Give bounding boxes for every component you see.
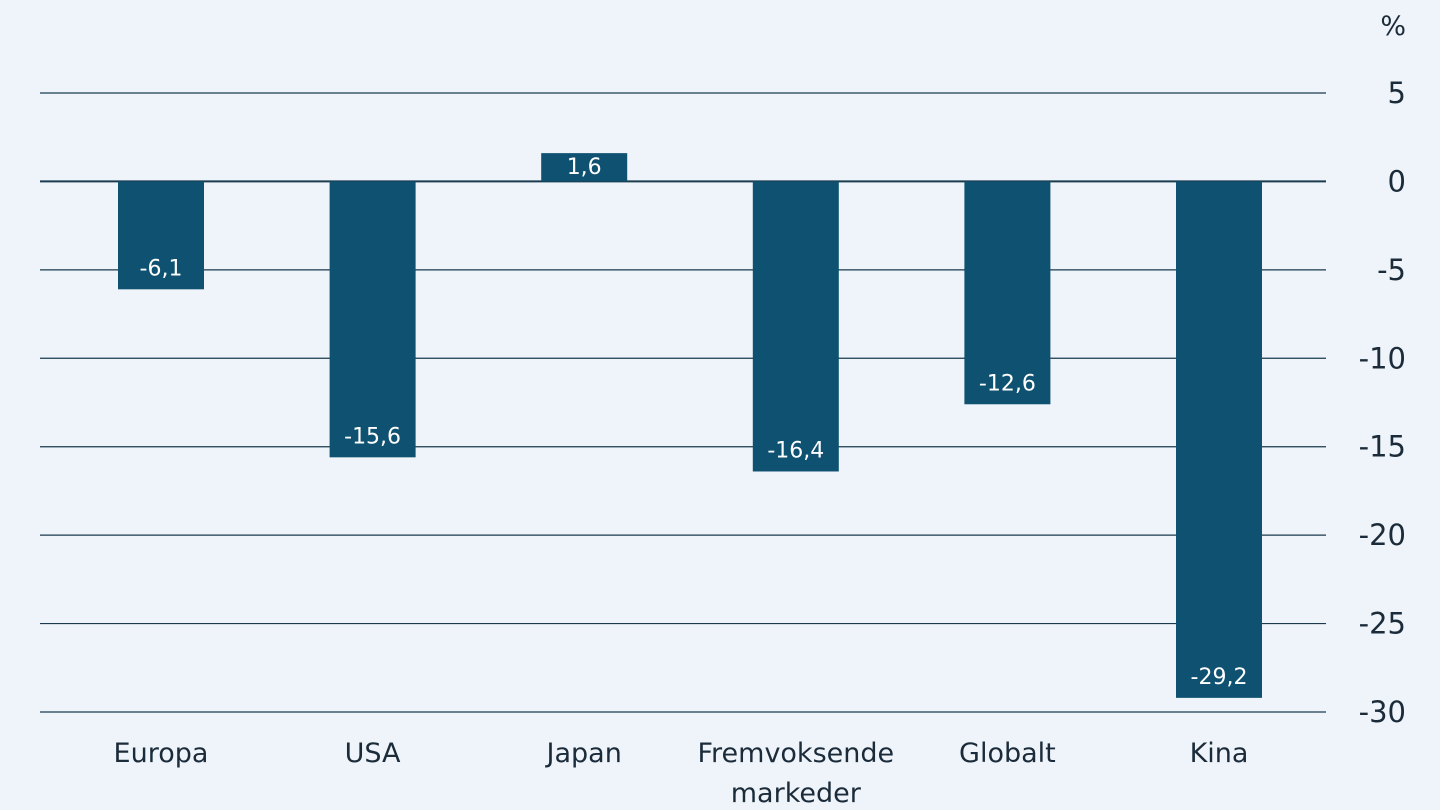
gridlines <box>40 92 1326 713</box>
data-label: -15,6 <box>344 424 401 449</box>
x-axis-categories: Europa USA Japan Fremvoksende markeder Global… <box>114 738 1249 809</box>
y-tick-label: -25 <box>1359 607 1406 641</box>
bar-fremvoksende-markeder <box>752 181 839 472</box>
y-tick-label: 5 <box>1388 76 1406 110</box>
x-category-label: USA <box>345 738 401 769</box>
bar-europa <box>118 181 204 290</box>
x-category-label: Fremvoksende <box>697 738 894 769</box>
data-label: -16,4 <box>767 438 824 463</box>
x-category-label: Globalt <box>959 738 1056 769</box>
data-label: -29,2 <box>1191 665 1248 690</box>
y-tick-label: -20 <box>1359 518 1406 552</box>
x-category-label: Kina <box>1190 738 1249 769</box>
bars <box>118 153 1262 698</box>
y-tick-label: 0 <box>1388 164 1406 198</box>
data-labels: -6,1 -15,6 1,6 -16,4 -12,6 -29,2 <box>140 155 1248 690</box>
y-axis-unit-label: % <box>1380 11 1406 42</box>
bar-kina <box>1176 181 1262 698</box>
y-axis-ticks: 5 0 -5 -10 -15 -20 -25 -30 <box>1359 76 1406 729</box>
x-category-label: markeder <box>731 778 862 809</box>
data-label: -12,6 <box>979 371 1036 396</box>
bar-japan <box>541 153 628 182</box>
data-label: 1,6 <box>567 155 602 180</box>
x-category-label: Europa <box>114 738 209 769</box>
bar-globalt <box>964 181 1051 405</box>
y-tick-label: -5 <box>1377 253 1406 287</box>
x-category-label: Japan <box>545 738 622 769</box>
y-tick-label: -15 <box>1359 430 1406 464</box>
bar-usa <box>329 181 416 458</box>
y-tick-label: -30 <box>1359 695 1406 729</box>
y-tick-label: -10 <box>1359 341 1406 375</box>
data-label: -6,1 <box>140 256 183 281</box>
